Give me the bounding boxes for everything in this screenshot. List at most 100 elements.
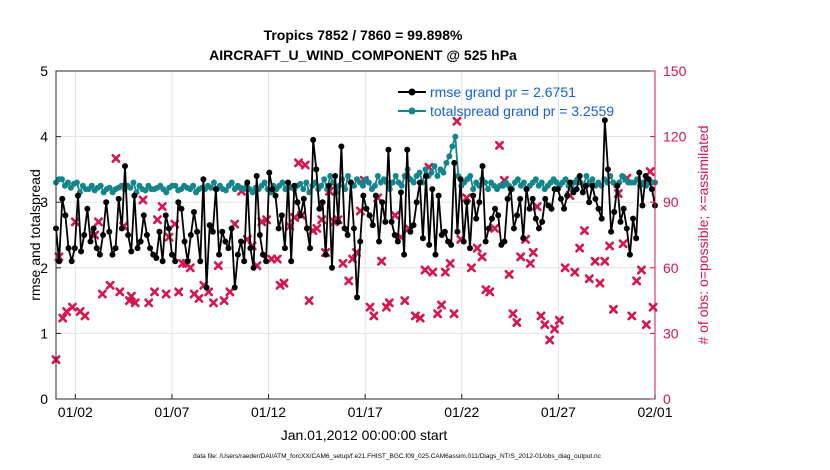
- obs-marker: [477, 252, 487, 262]
- data-point: [557, 195, 564, 202]
- obs-marker: [225, 287, 235, 297]
- data-point: [96, 251, 103, 258]
- data-point: [526, 205, 533, 212]
- obs-marker: [174, 287, 184, 297]
- data-point: [432, 251, 439, 258]
- data-point: [319, 199, 326, 206]
- obs-marker: [645, 167, 655, 177]
- data-point: [190, 209, 197, 216]
- rmse-series: [53, 117, 658, 301]
- obs-marker: [452, 116, 462, 126]
- data-point: [648, 186, 655, 193]
- data-point: [371, 182, 378, 189]
- obs-marker-stroke: [608, 304, 618, 314]
- data-point: [389, 179, 396, 186]
- data-point: [479, 163, 486, 170]
- data-point: [181, 238, 188, 245]
- obs-marker-stroke: [338, 258, 348, 268]
- data-point: [611, 209, 618, 216]
- data-point: [562, 176, 569, 183]
- obs-marker: [279, 278, 289, 288]
- obs-marker-stroke: [536, 311, 546, 321]
- data-point: [360, 192, 367, 199]
- obs-marker: [58, 313, 68, 323]
- obs-marker-stroke: [152, 215, 162, 225]
- obs-marker-stroke: [58, 313, 68, 323]
- data-point: [372, 192, 379, 199]
- data-point: [253, 172, 260, 179]
- data-point: [338, 143, 345, 150]
- data-point: [316, 205, 323, 212]
- obs-marker: [595, 278, 605, 288]
- data-point: [156, 228, 163, 235]
- data-point: [219, 228, 226, 235]
- data-point: [275, 225, 282, 232]
- obs-marker-stroke: [466, 263, 476, 273]
- data-point: [87, 238, 94, 245]
- data-point: [137, 238, 144, 245]
- legend-rmse-label: rmse grand pr = 2.6751: [430, 84, 576, 100]
- obs-marker: [208, 298, 218, 308]
- data-point: [426, 241, 433, 248]
- data-point: [147, 245, 154, 252]
- obs-marker: [570, 267, 580, 277]
- obs-marker: [554, 315, 564, 325]
- x-tick-label: 01/02: [58, 404, 93, 420]
- data-point: [228, 225, 235, 232]
- y-axis-right-label: # of obs: o=possible; ×=assimilated: [695, 125, 711, 344]
- obs-marker-stroke: [400, 296, 410, 306]
- x-axis-label: Jan.01,2012 00:00:00 start: [281, 427, 448, 443]
- data-point: [169, 251, 176, 258]
- obs-marker-stroke: [189, 289, 199, 299]
- obs-marker-stroke: [528, 247, 538, 257]
- data-point: [162, 212, 169, 219]
- y-right-tick-label: 150: [663, 63, 687, 79]
- data-point: [163, 189, 170, 196]
- data-point: [392, 172, 399, 179]
- data-point: [207, 184, 214, 191]
- obs-marker-stroke: [365, 302, 375, 312]
- obs-marker-stroke: [415, 313, 425, 323]
- data-point: [388, 218, 395, 225]
- obs-marker-stroke: [554, 315, 564, 325]
- data-point: [297, 212, 304, 219]
- data-point: [443, 159, 450, 166]
- obs-marker: [627, 311, 637, 321]
- data-point: [328, 264, 335, 271]
- legend-rmse-marker: [408, 88, 416, 96]
- obs-marker-stroke: [641, 320, 651, 330]
- data-point: [344, 232, 351, 238]
- data-point: [291, 182, 298, 189]
- data-point: [172, 258, 179, 265]
- data-point: [115, 195, 122, 202]
- data-point: [416, 169, 423, 176]
- y-tick-label: 2: [40, 260, 48, 276]
- obs-marker: [126, 291, 136, 301]
- obs-marker: [605, 241, 615, 251]
- data-point: [398, 182, 405, 189]
- obs-marker: [138, 195, 148, 205]
- obs-marker-stroke: [130, 298, 140, 308]
- obs-marker-stroke: [213, 261, 223, 271]
- x-tick-label: 01/07: [154, 404, 189, 420]
- obs-marker-stroke: [312, 223, 322, 233]
- data-point: [604, 166, 611, 173]
- data-point: [626, 251, 633, 258]
- obs-marker-stroke: [550, 324, 560, 334]
- data-point: [184, 258, 191, 265]
- legend: rmse grand pr = 2.6751 totalspread grand…: [398, 84, 614, 119]
- data-point: [68, 258, 75, 265]
- data-point: [576, 172, 583, 179]
- data-point: [216, 251, 223, 258]
- data-point: [623, 225, 630, 232]
- data-point: [313, 166, 320, 173]
- data-point: [81, 232, 88, 238]
- obs-marker: [97, 289, 107, 299]
- obs-marker: [293, 158, 303, 168]
- data-point: [473, 215, 480, 222]
- data-point: [97, 182, 104, 189]
- obs-marker-stroke: [508, 309, 518, 319]
- obs-marker: [575, 243, 585, 253]
- right-axis-ticks: 0 30 60 90 120 150: [650, 63, 687, 407]
- data-point: [394, 238, 401, 245]
